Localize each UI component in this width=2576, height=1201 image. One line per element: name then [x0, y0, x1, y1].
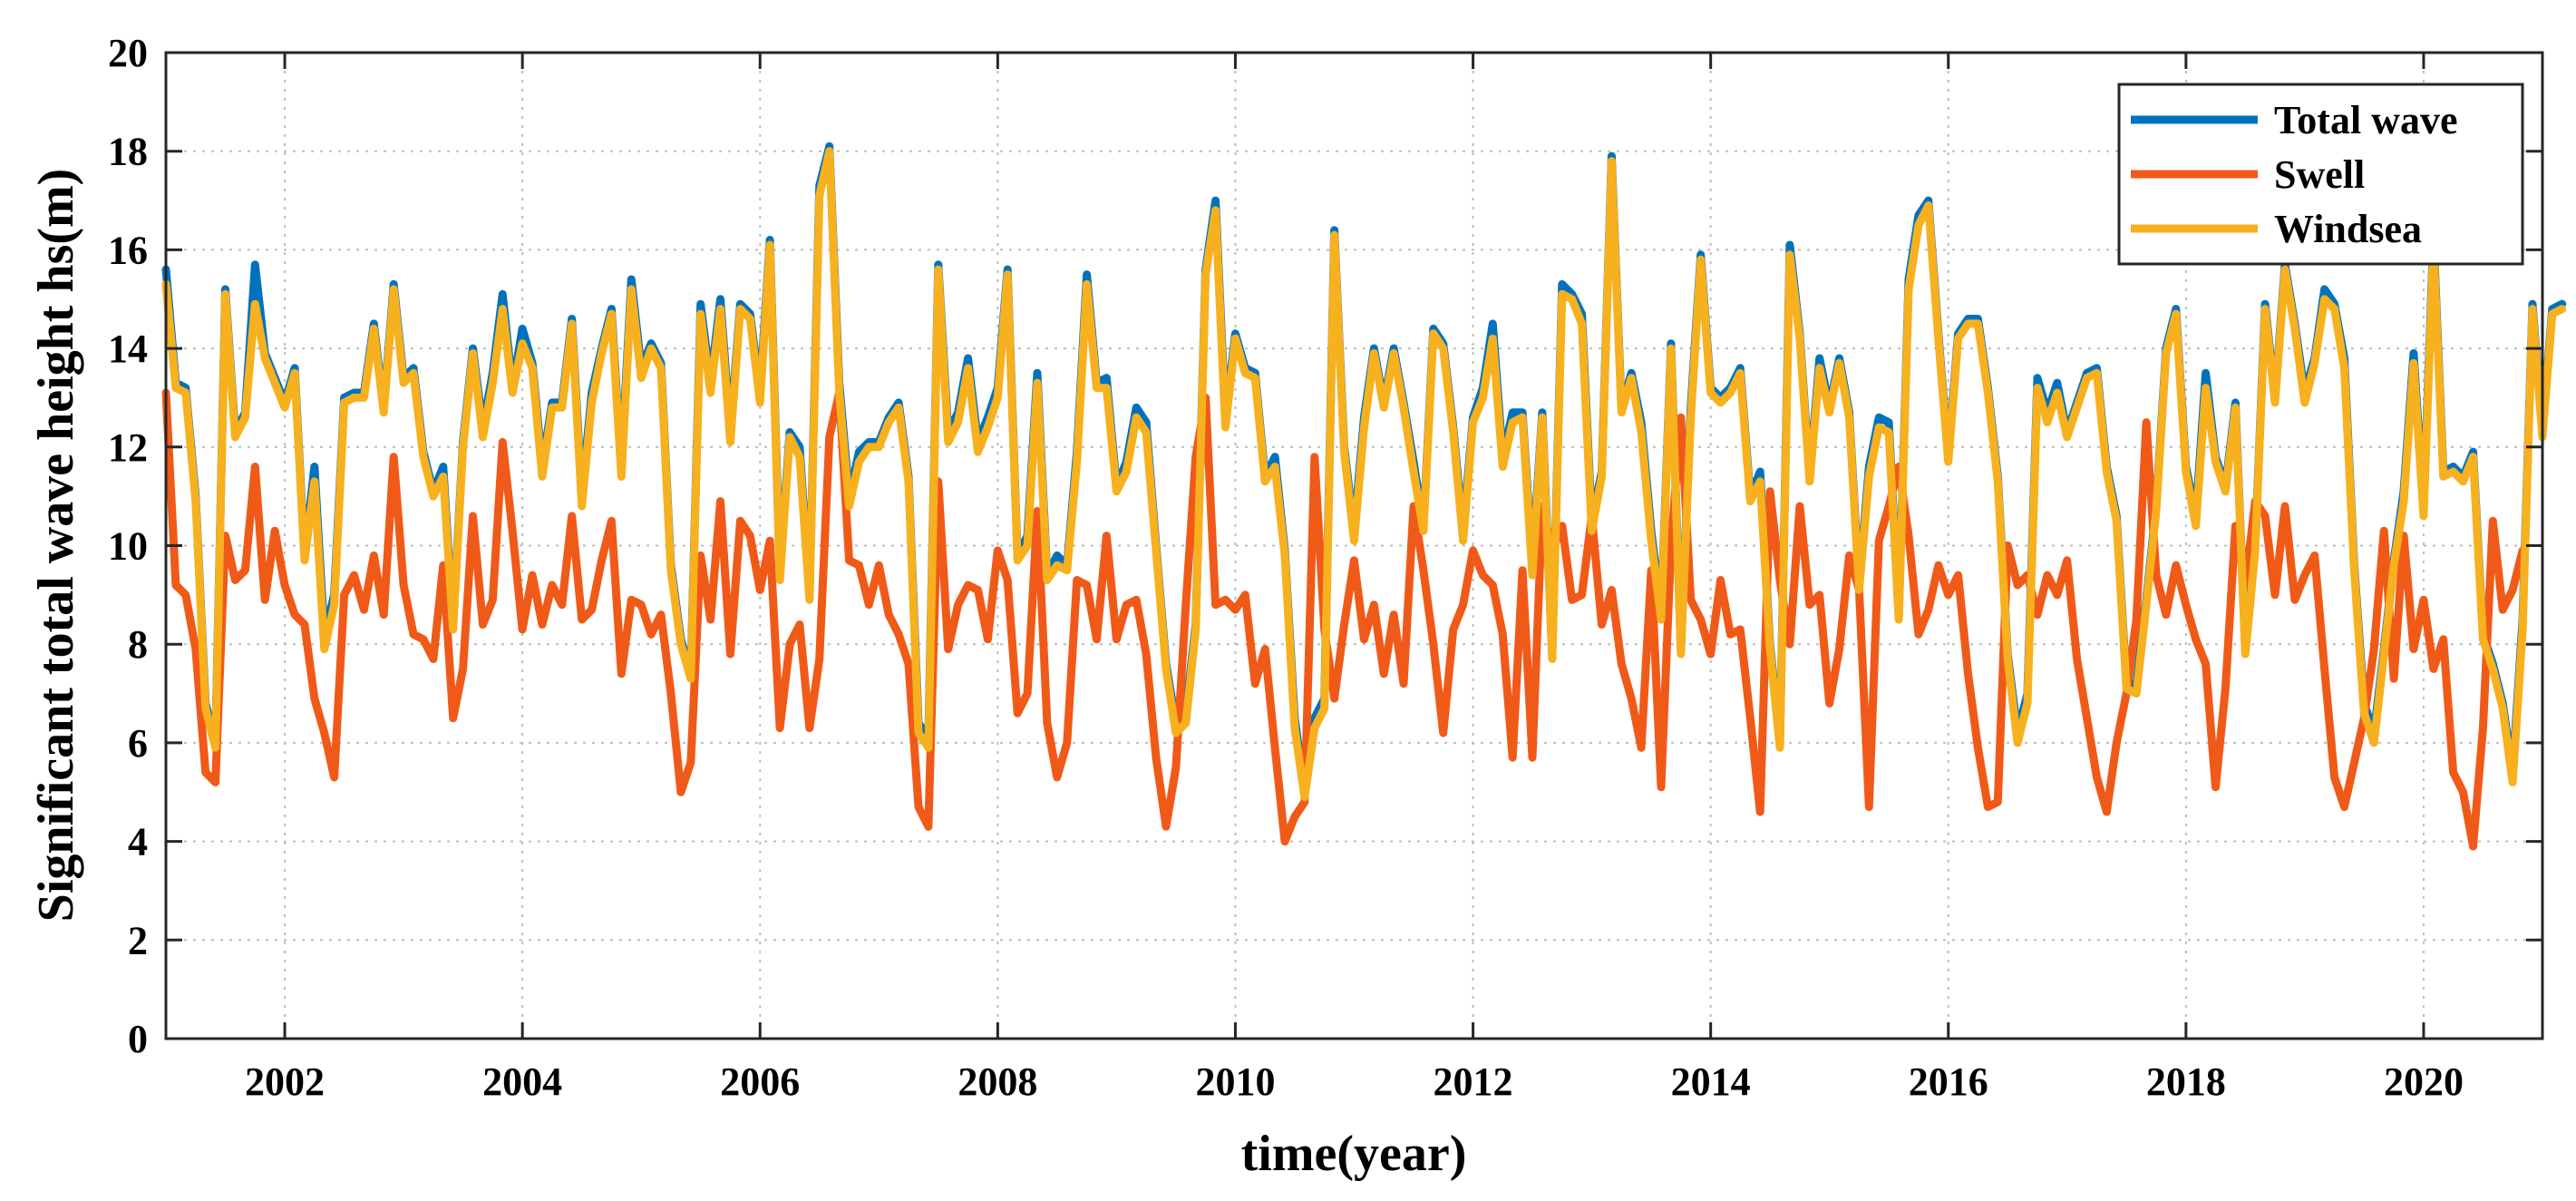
legend: Total wave Swell Windsea	[2117, 83, 2524, 266]
y-tick-label: 16	[108, 228, 148, 272]
y-tick-label: 14	[108, 327, 148, 371]
x-axis-label: time(year)	[1241, 1126, 1467, 1182]
x-tick-label: 2008	[957, 1059, 1037, 1104]
legend-label: Windsea	[2274, 207, 2422, 251]
legend-label: Total wave	[2274, 98, 2458, 142]
x-tick-label: 2010	[1195, 1059, 1275, 1104]
y-tick-label: 18	[108, 130, 148, 174]
y-tick-label: 8	[128, 622, 148, 667]
y-tick-labels: 0 2 4 6 8 10 12 14 16 18 20	[108, 31, 148, 1061]
x-tick-label: 2002	[245, 1059, 325, 1104]
x-tick-label: 2006	[720, 1059, 800, 1104]
y-tick-label: 10	[108, 524, 148, 569]
series-lines	[161, 142, 2567, 851]
y-tick-label: 12	[108, 425, 148, 470]
x-tick-label: 2004	[482, 1059, 562, 1104]
y-tick-label: 6	[128, 721, 148, 766]
legend-label: Swell	[2274, 152, 2365, 197]
y-tick-label: 2	[128, 918, 148, 962]
axis-ticks	[166, 51, 2542, 1040]
x-tick-label: 2014	[1671, 1059, 1751, 1104]
y-tick-label: 4	[128, 820, 148, 864]
x-tick-label: 2016	[1909, 1059, 1988, 1104]
series-line-windsea	[161, 147, 2567, 802]
y-tick-label: 0	[128, 1017, 148, 1061]
y-tick-label: 20	[108, 31, 148, 75]
x-tick-label: 2012	[1434, 1059, 1513, 1104]
x-tick-labels: 2002 2004 2006 2008 2010 2012 2014 2016 2018 2020	[245, 1059, 2464, 1104]
y-axis-label: Significant total wave height hs(m)	[28, 169, 84, 923]
series-line-swell	[161, 388, 2527, 851]
x-tick-label: 2018	[2146, 1059, 2226, 1104]
x-tick-label: 2020	[2384, 1059, 2464, 1104]
